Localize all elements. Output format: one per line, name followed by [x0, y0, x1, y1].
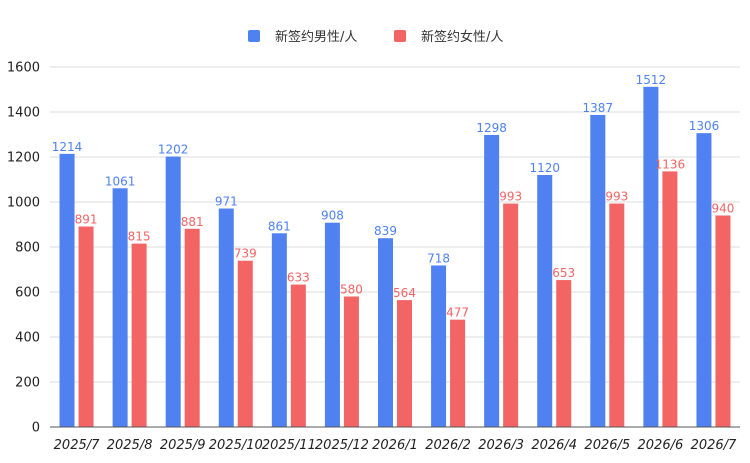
data-label-female: 993 [605, 190, 628, 204]
x-tick-label: 2026/7 [691, 438, 737, 453]
data-label-male: 1214 [52, 140, 83, 154]
bar-male [165, 156, 181, 428]
legend-swatch [248, 30, 260, 42]
data-label-male: 908 [321, 209, 344, 223]
bar-female [78, 226, 94, 427]
x-tick-label: 2026/6 [638, 438, 684, 453]
data-label-male: 1202 [158, 143, 189, 157]
legend-label: 新签约女性/人 [421, 29, 503, 45]
x-tick-label: 2025/8 [107, 438, 153, 453]
bar-male [696, 133, 712, 427]
y-tick-label: 1200 [7, 151, 40, 166]
x-tick-label: 2025/10 [209, 438, 263, 453]
x-tick-label: 2025/7 [54, 438, 100, 453]
gridlines [50, 66, 740, 383]
data-label-female: 564 [393, 286, 416, 300]
y-tick-label: 400 [15, 331, 40, 346]
data-label-female: 940 [712, 202, 735, 216]
data-label-male: 971 [215, 195, 238, 209]
legend-swatch [394, 30, 406, 42]
data-label-male: 1387 [583, 101, 614, 115]
bar-male [324, 222, 340, 427]
data-label-female: 815 [128, 230, 151, 244]
data-label-male: 1306 [689, 119, 720, 133]
data-label-male: 1120 [529, 161, 560, 175]
bar-female [237, 260, 253, 427]
bar-female [343, 296, 359, 427]
bar-female [609, 203, 625, 427]
legend-label: 新签约男性/人 [275, 29, 357, 45]
bar-female [290, 284, 306, 427]
data-label-female: 993 [499, 190, 522, 204]
data-label-male: 1061 [105, 174, 136, 188]
x-tick-label: 2025/12 [315, 438, 369, 453]
bar-female [131, 243, 147, 427]
bar-male [537, 175, 553, 427]
bar-male [643, 86, 659, 428]
bar-female [450, 319, 466, 427]
x-tick-label: 2026/5 [584, 438, 630, 453]
bar-female [662, 171, 678, 427]
bar-male [431, 265, 447, 427]
y-tick-label: 600 [15, 286, 40, 301]
data-label-male: 718 [427, 251, 450, 265]
data-label-female: 739 [234, 247, 257, 261]
data-label-female: 881 [181, 215, 204, 229]
data-label-female: 580 [340, 283, 363, 297]
data-label-female: 1136 [655, 157, 686, 171]
bar-male [484, 134, 500, 427]
x-tick-label: 2026/4 [531, 438, 577, 453]
data-labels: 1214 891 1061 815 1202 881 971 739 861 633 908 580 8… [52, 73, 735, 320]
y-tick-label: 800 [15, 241, 40, 256]
bar-male [218, 208, 234, 427]
y-tick-label: 0 [32, 421, 40, 436]
x-tick-label: 2025/9 [160, 438, 206, 453]
legend[interactable]: 新签约男性/人 新签约女性/人 [248, 29, 503, 45]
legend-item-female[interactable]: 新签约女性/人 [394, 29, 503, 45]
data-label-female: 653 [552, 266, 575, 280]
data-label-male: 1298 [476, 121, 507, 135]
x-tick-label: 2026/2 [425, 438, 471, 453]
y-axis-ticks: 0 200 400 600 800 1000 1200 1400 1600 [7, 61, 40, 436]
bar-male [271, 233, 287, 427]
bar-female [503, 203, 519, 427]
bar-male [112, 188, 128, 427]
x-tick-label: 2026/3 [478, 438, 524, 453]
y-tick-label: 1000 [7, 196, 40, 211]
bar-male [378, 238, 393, 427]
bar-female [184, 228, 200, 427]
bars [59, 86, 731, 428]
data-label-male: 861 [268, 219, 291, 233]
bar-male [590, 114, 606, 428]
y-tick-label: 1400 [7, 106, 40, 121]
legend-item-male[interactable]: 新签约男性/人 [248, 29, 357, 45]
y-tick-label: 200 [15, 376, 40, 391]
data-label-female: 891 [75, 213, 98, 227]
bar-female [715, 215, 731, 427]
bar-male [59, 153, 75, 427]
data-label-male: 839 [374, 224, 397, 238]
data-label-female: 477 [446, 306, 469, 320]
data-label-male: 1512 [636, 73, 667, 87]
bar-female [397, 300, 412, 427]
data-label-female: 633 [287, 271, 310, 285]
x-axis-ticks: 2025/7 2025/8 2025/9 2025/10 2025/11 2025/12 2… [54, 438, 737, 453]
y-tick-label: 1600 [7, 61, 40, 76]
bar-female [556, 280, 572, 427]
x-tick-label: 2026/1 [372, 438, 418, 453]
x-tick-label: 2025/11 [262, 438, 316, 453]
